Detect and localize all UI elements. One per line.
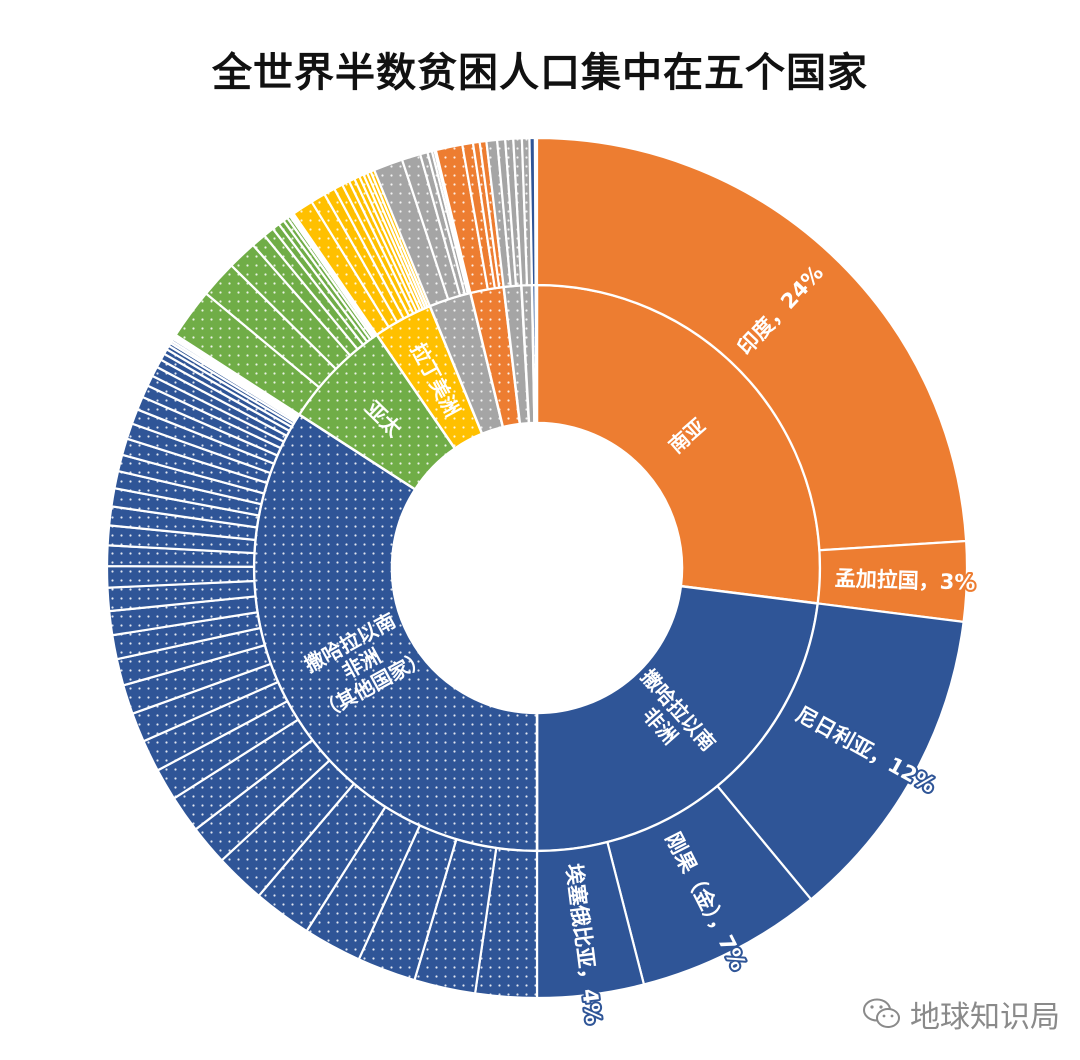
watermark: 地球知识局 bbox=[862, 992, 1060, 1036]
watermark-text: 地球知识局 bbox=[910, 1000, 1060, 1035]
outer-segment-label: 孟加拉国，3% bbox=[834, 566, 975, 594]
wechat-icon bbox=[863, 998, 900, 1028]
chart-title: 全世界半数贫困人口集中在五个国家 bbox=[212, 50, 868, 96]
outer-segment bbox=[528, 136, 537, 287]
segments bbox=[105, 136, 969, 1000]
outer-segment bbox=[535, 136, 968, 552]
